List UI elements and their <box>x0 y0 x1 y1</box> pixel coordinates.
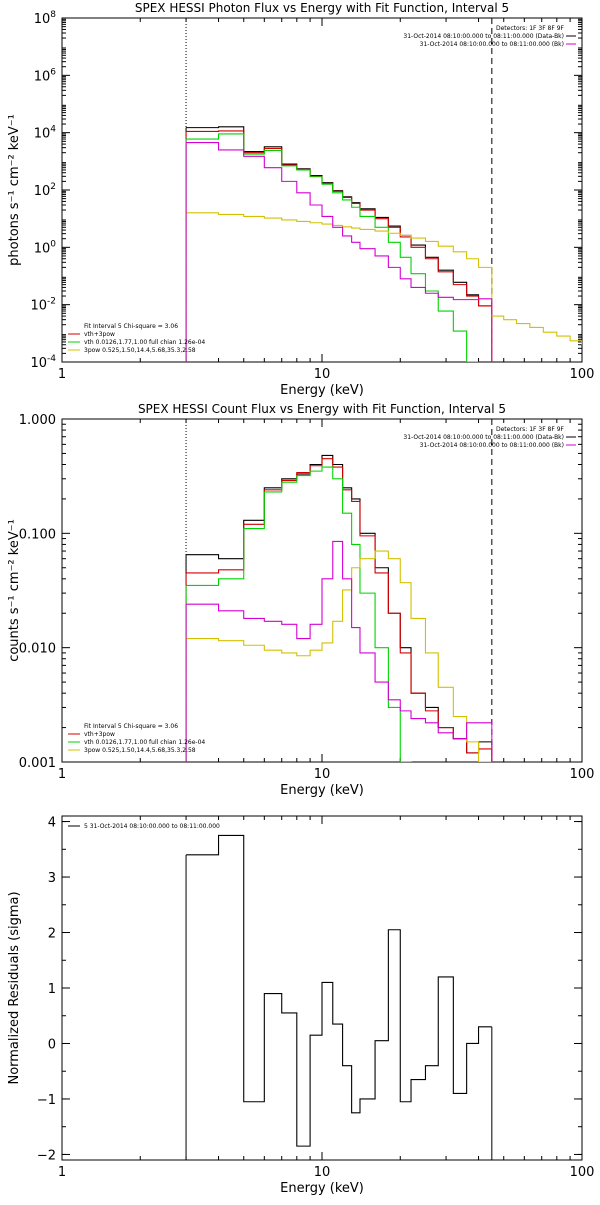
y-tick-label: 0.100 <box>19 527 56 542</box>
y-axis-label: counts s⁻¹ cm⁻² keV⁻¹ <box>7 519 22 662</box>
legend-bottom-text: 3pow 0.525,1.50,14.4,5.68,35.3,2.58 <box>84 347 196 354</box>
x-tick-label: 10 <box>314 367 331 382</box>
legend-bottom-text: 3pow 0.525,1.50,14.4,5.68,35.3,2.58 <box>84 747 196 754</box>
series-line-2 <box>186 133 479 362</box>
x-axis-label: Energy (keV) <box>280 1181 364 1196</box>
y-tick-label: 1 <box>48 982 56 997</box>
series-line-3 <box>186 550 493 762</box>
series-group <box>185 126 582 362</box>
x-tick-label: 1 <box>58 367 66 382</box>
x-tick-label: 10 <box>314 767 331 782</box>
y-tick-label: 108 <box>34 10 57 27</box>
legend-bottom-text: Fit Interval 5 Chi-square = 3.06 <box>84 323 178 330</box>
chart-title: SPEX HESSI Photon Flux vs Energy with Fi… <box>135 1 509 15</box>
series-line-0 <box>186 454 492 754</box>
legend-bottom-text: Fit Interval 5 Chi-square = 3.06 <box>84 723 178 730</box>
y-tick-label: 0 <box>48 1037 56 1052</box>
series-line-2 <box>186 466 412 762</box>
x-tick-label: 100 <box>570 767 595 782</box>
y-axis-label: Normalized Residuals (sigma) <box>7 891 22 1084</box>
y-tick-label: −1 <box>37 1093 56 1108</box>
legend-top-text: 31-Oct-2014 08:10:00.000 to 08:11:00.000… <box>403 33 564 40</box>
x-tick-label: 100 <box>570 367 595 382</box>
series-group <box>185 454 493 762</box>
plot-frame <box>61 17 583 363</box>
x-tick-label: 100 <box>570 1165 595 1180</box>
legend-top-text: 31-Oct-2014 08:10:00.000 to 08:11:00.000… <box>420 442 564 449</box>
legend-bottom-text: vth+3pow <box>84 731 115 738</box>
series-line-0 <box>186 126 493 307</box>
chart-panel-2: SPEX HESSI Count Flux vs Energy with Fit… <box>7 402 594 798</box>
y-tick-label: 0.001 <box>19 756 56 771</box>
series-line-4 <box>186 142 492 301</box>
legend-top-text: 31-Oct-2014 08:10:00.000 to 08:11:00.000… <box>420 41 564 48</box>
series-line-4 <box>186 540 493 740</box>
y-tick-label: 3 <box>48 871 56 886</box>
series-line-1 <box>186 130 493 307</box>
y-tick-label: 0.010 <box>19 642 56 657</box>
legend-bottom-text: vth+3pow <box>84 331 115 338</box>
y-tick-label: 4 <box>48 816 56 831</box>
y-axis-label: photons s⁻¹ cm⁻² keV⁻¹ <box>7 114 22 266</box>
series-line-3 <box>186 212 493 276</box>
y-tick-label: 10-4 <box>30 354 56 371</box>
series-line-1 <box>186 458 492 754</box>
y-tick-label: −2 <box>37 1148 56 1163</box>
chart-title: SPEX HESSI Count Flux vs Energy with Fit… <box>138 402 506 416</box>
x-tick-label: 10 <box>314 1165 331 1180</box>
powerlaw-tail-line <box>491 315 582 345</box>
chart-panel-1: SPEX HESSI Photon Flux vs Energy with Fi… <box>7 1 594 398</box>
y-tick-label: 2 <box>48 927 56 942</box>
y-tick-label: 102 <box>34 182 56 199</box>
legend-top-text: Detectors: 1F 3F 8F 9F <box>496 426 565 433</box>
legend-top-text: Detectors: 1F 3F 8F 9F <box>496 25 565 32</box>
legend-bottom-text: vth 0.0126,1.77,1.00 full chian 1.26e-04 <box>84 739 205 746</box>
legend-bottom-text: vth 0.0126,1.77,1.00 full chian 1.26e-04 <box>84 339 205 346</box>
y-tick-label: 1.000 <box>19 413 56 428</box>
y-tick-label: 100 <box>34 239 57 256</box>
x-tick-label: 1 <box>58 1165 66 1180</box>
x-tick-label: 1 <box>58 767 66 782</box>
x-axis-label: Energy (keV) <box>280 383 364 398</box>
series-group <box>185 834 493 1160</box>
legend-top-text: 5 31-Oct-2014 08:10:00.000 to 08:11:00.0… <box>84 823 220 830</box>
chart-panel-3: 1 10 100 −2 −1 0 1 2 3 4 Energy (keV) Normalized Re… <box>7 815 595 1196</box>
y-tick-label: 10-2 <box>30 297 56 314</box>
x-axis-label: Energy (keV) <box>280 783 364 798</box>
y-tick-label: 104 <box>34 125 57 142</box>
series-line-0 <box>186 834 492 1147</box>
y-tick-label: 106 <box>34 67 57 84</box>
legend-top-text: 31-Oct-2014 08:10:00.000 to 08:11:00.000… <box>403 434 564 441</box>
